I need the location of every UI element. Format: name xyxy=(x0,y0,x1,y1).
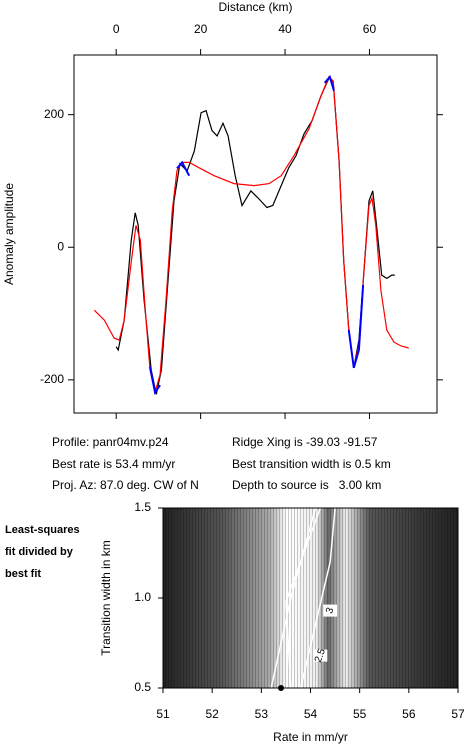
x-tick-label: 56 xyxy=(402,707,416,721)
x-tick-label: 54 xyxy=(304,707,318,721)
contour-label: 2.5 xyxy=(313,647,328,664)
x-axis-title: Distance (km) xyxy=(218,0,292,14)
x-axis-title: Rate in mm/yr xyxy=(273,730,348,744)
y-axis-title: Anomaly amplitude xyxy=(2,183,16,285)
x-tick-label: 57 xyxy=(451,707,465,721)
info-text: Ridge Xing is -39.03 -91.57 xyxy=(232,435,378,449)
info-text: Best rate is 53.4 mm/yr xyxy=(52,457,175,471)
y-tick-label: 1.5 xyxy=(134,500,151,514)
data-line xyxy=(115,77,395,395)
x-tick-label: 53 xyxy=(255,707,269,721)
x-tick-label: 52 xyxy=(205,707,219,721)
side-label: best fit xyxy=(5,568,41,580)
best-fit-point xyxy=(278,685,284,691)
y-axis-title: Transition width in km xyxy=(99,540,113,656)
side-label: Least-squares xyxy=(5,524,80,536)
data-line xyxy=(149,74,365,395)
data-line xyxy=(93,75,409,393)
y-tick-label: 1.0 xyxy=(134,590,151,604)
side-label: fit divided by xyxy=(5,546,74,558)
x-tick-label: 55 xyxy=(353,707,367,721)
contour-lines xyxy=(270,507,336,689)
x-tick-label: 60 xyxy=(363,22,377,36)
contour-label-bg xyxy=(323,604,338,617)
info-text: Proj. Az: 87.0 deg. CW of N xyxy=(52,478,199,492)
y-tick-label: 0 xyxy=(57,239,64,253)
plot-frame xyxy=(73,54,438,414)
info-text: Best transition width is 0.5 km xyxy=(232,457,391,471)
x-tick-label: 0 xyxy=(113,22,120,36)
y-tick-label: -200 xyxy=(40,372,64,386)
info-text: Depth to source is 3.00 km xyxy=(232,478,381,492)
x-tick-label: 51 xyxy=(156,707,170,721)
contour-lines xyxy=(163,508,458,688)
info-text: Profile: panr04mv.p24 xyxy=(52,435,169,449)
y-tick-label: 200 xyxy=(44,107,64,121)
x-tick-label: 20 xyxy=(194,22,208,36)
y-tick-label: 0.5 xyxy=(134,680,151,694)
x-tick-label: 40 xyxy=(278,22,292,36)
contour-label: 3 xyxy=(324,606,336,615)
contour-label-bg xyxy=(313,649,328,662)
